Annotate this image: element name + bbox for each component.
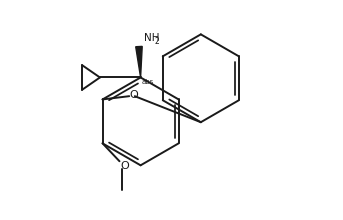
Polygon shape bbox=[136, 46, 142, 77]
Text: O: O bbox=[130, 90, 138, 100]
Text: 2: 2 bbox=[154, 37, 159, 46]
Text: abs: abs bbox=[142, 79, 154, 85]
Text: NH: NH bbox=[144, 33, 160, 43]
Text: O: O bbox=[120, 161, 129, 171]
